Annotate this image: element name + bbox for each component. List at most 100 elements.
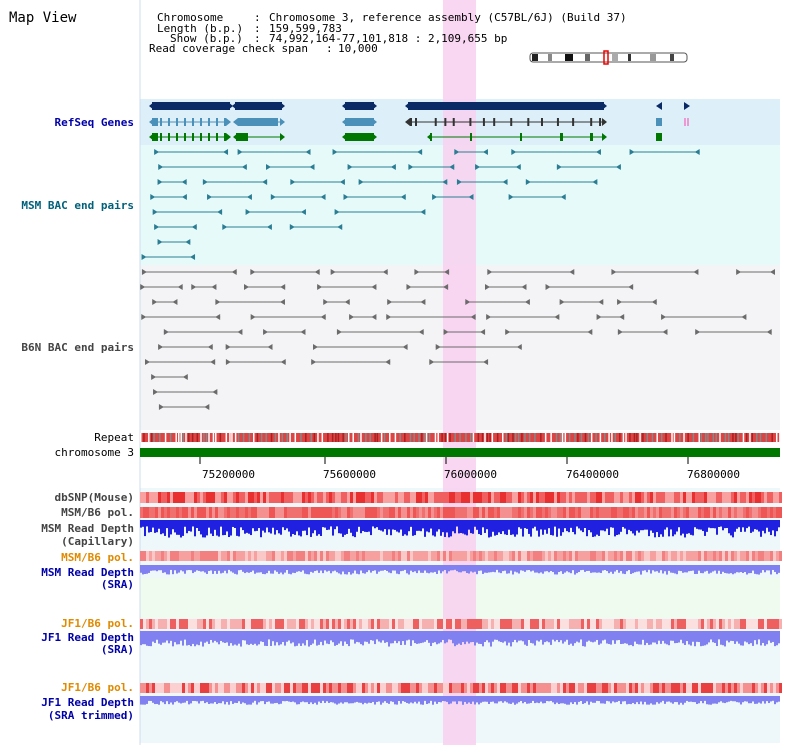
polymorphism-cell [428,551,431,561]
polymorphism-cell [299,619,302,629]
polymorphism-cell [665,551,668,561]
polymorphism-cell [608,492,611,503]
polymorphism-cell [563,683,566,693]
read-depth-bar [148,631,150,647]
polymorphism-cell [473,551,476,561]
read-depth-bar [190,631,192,647]
polymorphism-cell [584,683,587,693]
polymorphism-cell [680,619,683,629]
read-depth-bar [682,631,684,644]
read-depth-bar [540,696,542,702]
polymorphism-cell [362,492,365,503]
track-label-msm-bac[interactable]: MSM BAC end pairs [21,199,134,212]
repeat-element [278,433,280,442]
polymorphism-cell [305,683,308,693]
polymorphism-cell [671,507,674,518]
read-depth-bar [278,520,280,534]
read-depth-bar [274,631,276,646]
polymorphism-cell [395,683,398,693]
polymorphism-cell [266,683,269,693]
gene-strand-arrow [372,102,377,110]
polymorphism-cell [695,683,698,693]
polymorphism-cell [299,507,302,518]
bac-end-marker [559,299,565,305]
polymorphism-cell [227,551,230,561]
read-depth-bar [254,696,256,701]
polymorphism-cell [572,551,575,561]
read-depth-bar [520,631,522,641]
read-depth-bar [564,696,566,704]
polymorphism-cell [674,683,677,693]
polymorphism-cell [692,492,695,503]
polymorphism-cell [221,492,224,503]
polymorphism-cell [341,619,344,629]
polymorphism-cell [461,619,464,629]
read-depth-bar [374,565,376,571]
length-value: 159,599,783 [269,22,342,35]
polymorphism-cell [734,492,737,503]
track-label-refseq-genes[interactable]: RefSeq Genes [54,116,134,129]
repeat-element [158,433,161,442]
polymorphism-cell [179,492,182,503]
read-depth-bar [730,631,732,641]
read-depth-bar [338,696,340,704]
polymorphism-cell [389,683,392,693]
polymorphism-cell [449,683,452,693]
polymorphism-cell [683,492,686,503]
read-depth-bar [658,565,660,573]
read-depth-bar [498,565,500,573]
repeat-element [437,433,439,442]
polymorphism-cell [146,619,149,629]
read-depth-bar [614,631,616,644]
polymorphism-cell [194,619,197,629]
repeat-element [749,433,751,442]
read-depth-bar [736,631,738,642]
read-depth-bar [382,520,384,532]
read-depth-bar [326,696,328,702]
repeat-element [642,433,644,442]
read-depth-bar [186,631,188,646]
read-depth-bar [342,631,344,646]
polymorphism-cell [449,492,452,503]
polymorphism-cell [779,619,782,629]
read-depth-bar [356,520,358,532]
read-depth-bar [738,520,740,528]
read-depth-bar [772,565,774,570]
polymorphism-cell [707,492,710,503]
polymorphism-cell [377,619,380,629]
track-label-b6n-bac[interactable]: B6N BAC end pairs [21,341,134,354]
read-depth-bar [760,520,762,537]
read-depth-bar [736,520,738,529]
read-depth-bar [336,520,338,527]
repeat-element [347,433,350,442]
polymorphism-cell [332,619,335,629]
read-depth-bar [756,696,758,704]
polymorphism-cell [302,492,305,503]
polymorphism-cell [470,683,473,693]
read-depth-bar [196,696,198,702]
polymorphism-cell [404,683,407,693]
read-depth-bar [430,565,432,573]
polymorphism-cell [497,507,500,518]
polymorphism-cell [533,492,536,503]
read-depth-bar [222,631,224,643]
read-depth-bar [592,565,594,573]
polymorphism-cell [362,683,365,693]
repeat-element [692,433,695,442]
polymorphism-cell [551,619,554,629]
read-depth-bar [490,565,492,573]
read-depth-bar [182,520,184,536]
repeat-element [700,433,703,442]
polymorphism-cell [527,551,530,561]
polymorphism-cell [464,619,467,629]
read-depth-bar [712,565,714,572]
polymorphism-cell [146,551,149,561]
read-depth-bar [190,696,192,704]
read-depth-bar [496,520,498,535]
read-depth-bar [776,631,778,646]
polymorphism-cell [512,619,515,629]
polymorphism-cell [641,619,644,629]
read-depth-bar [608,520,610,535]
bac-end-marker [262,179,268,185]
